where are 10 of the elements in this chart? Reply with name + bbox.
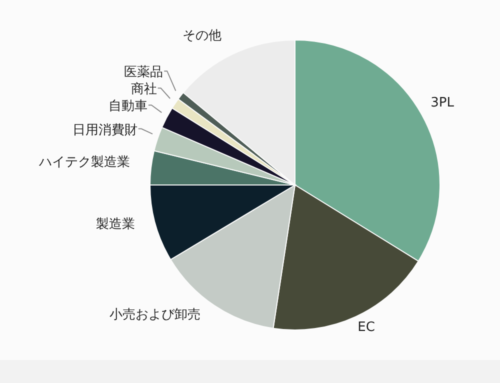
slice-label: 商社 bbox=[130, 82, 157, 98]
slice-label: 3PL bbox=[430, 96, 455, 111]
slice-label: 小売および卸売 bbox=[109, 308, 200, 323]
slice-label: ハイテク製造業 bbox=[38, 154, 130, 170]
slice-label: その他 bbox=[182, 28, 222, 44]
slice-label: 製造業 bbox=[96, 216, 135, 232]
slice-label: 日用消費財 bbox=[72, 122, 138, 138]
slice-label: EC bbox=[358, 320, 375, 336]
slice-label: 医薬品 bbox=[124, 65, 164, 80]
slice-label: 自動車 bbox=[108, 99, 148, 114]
